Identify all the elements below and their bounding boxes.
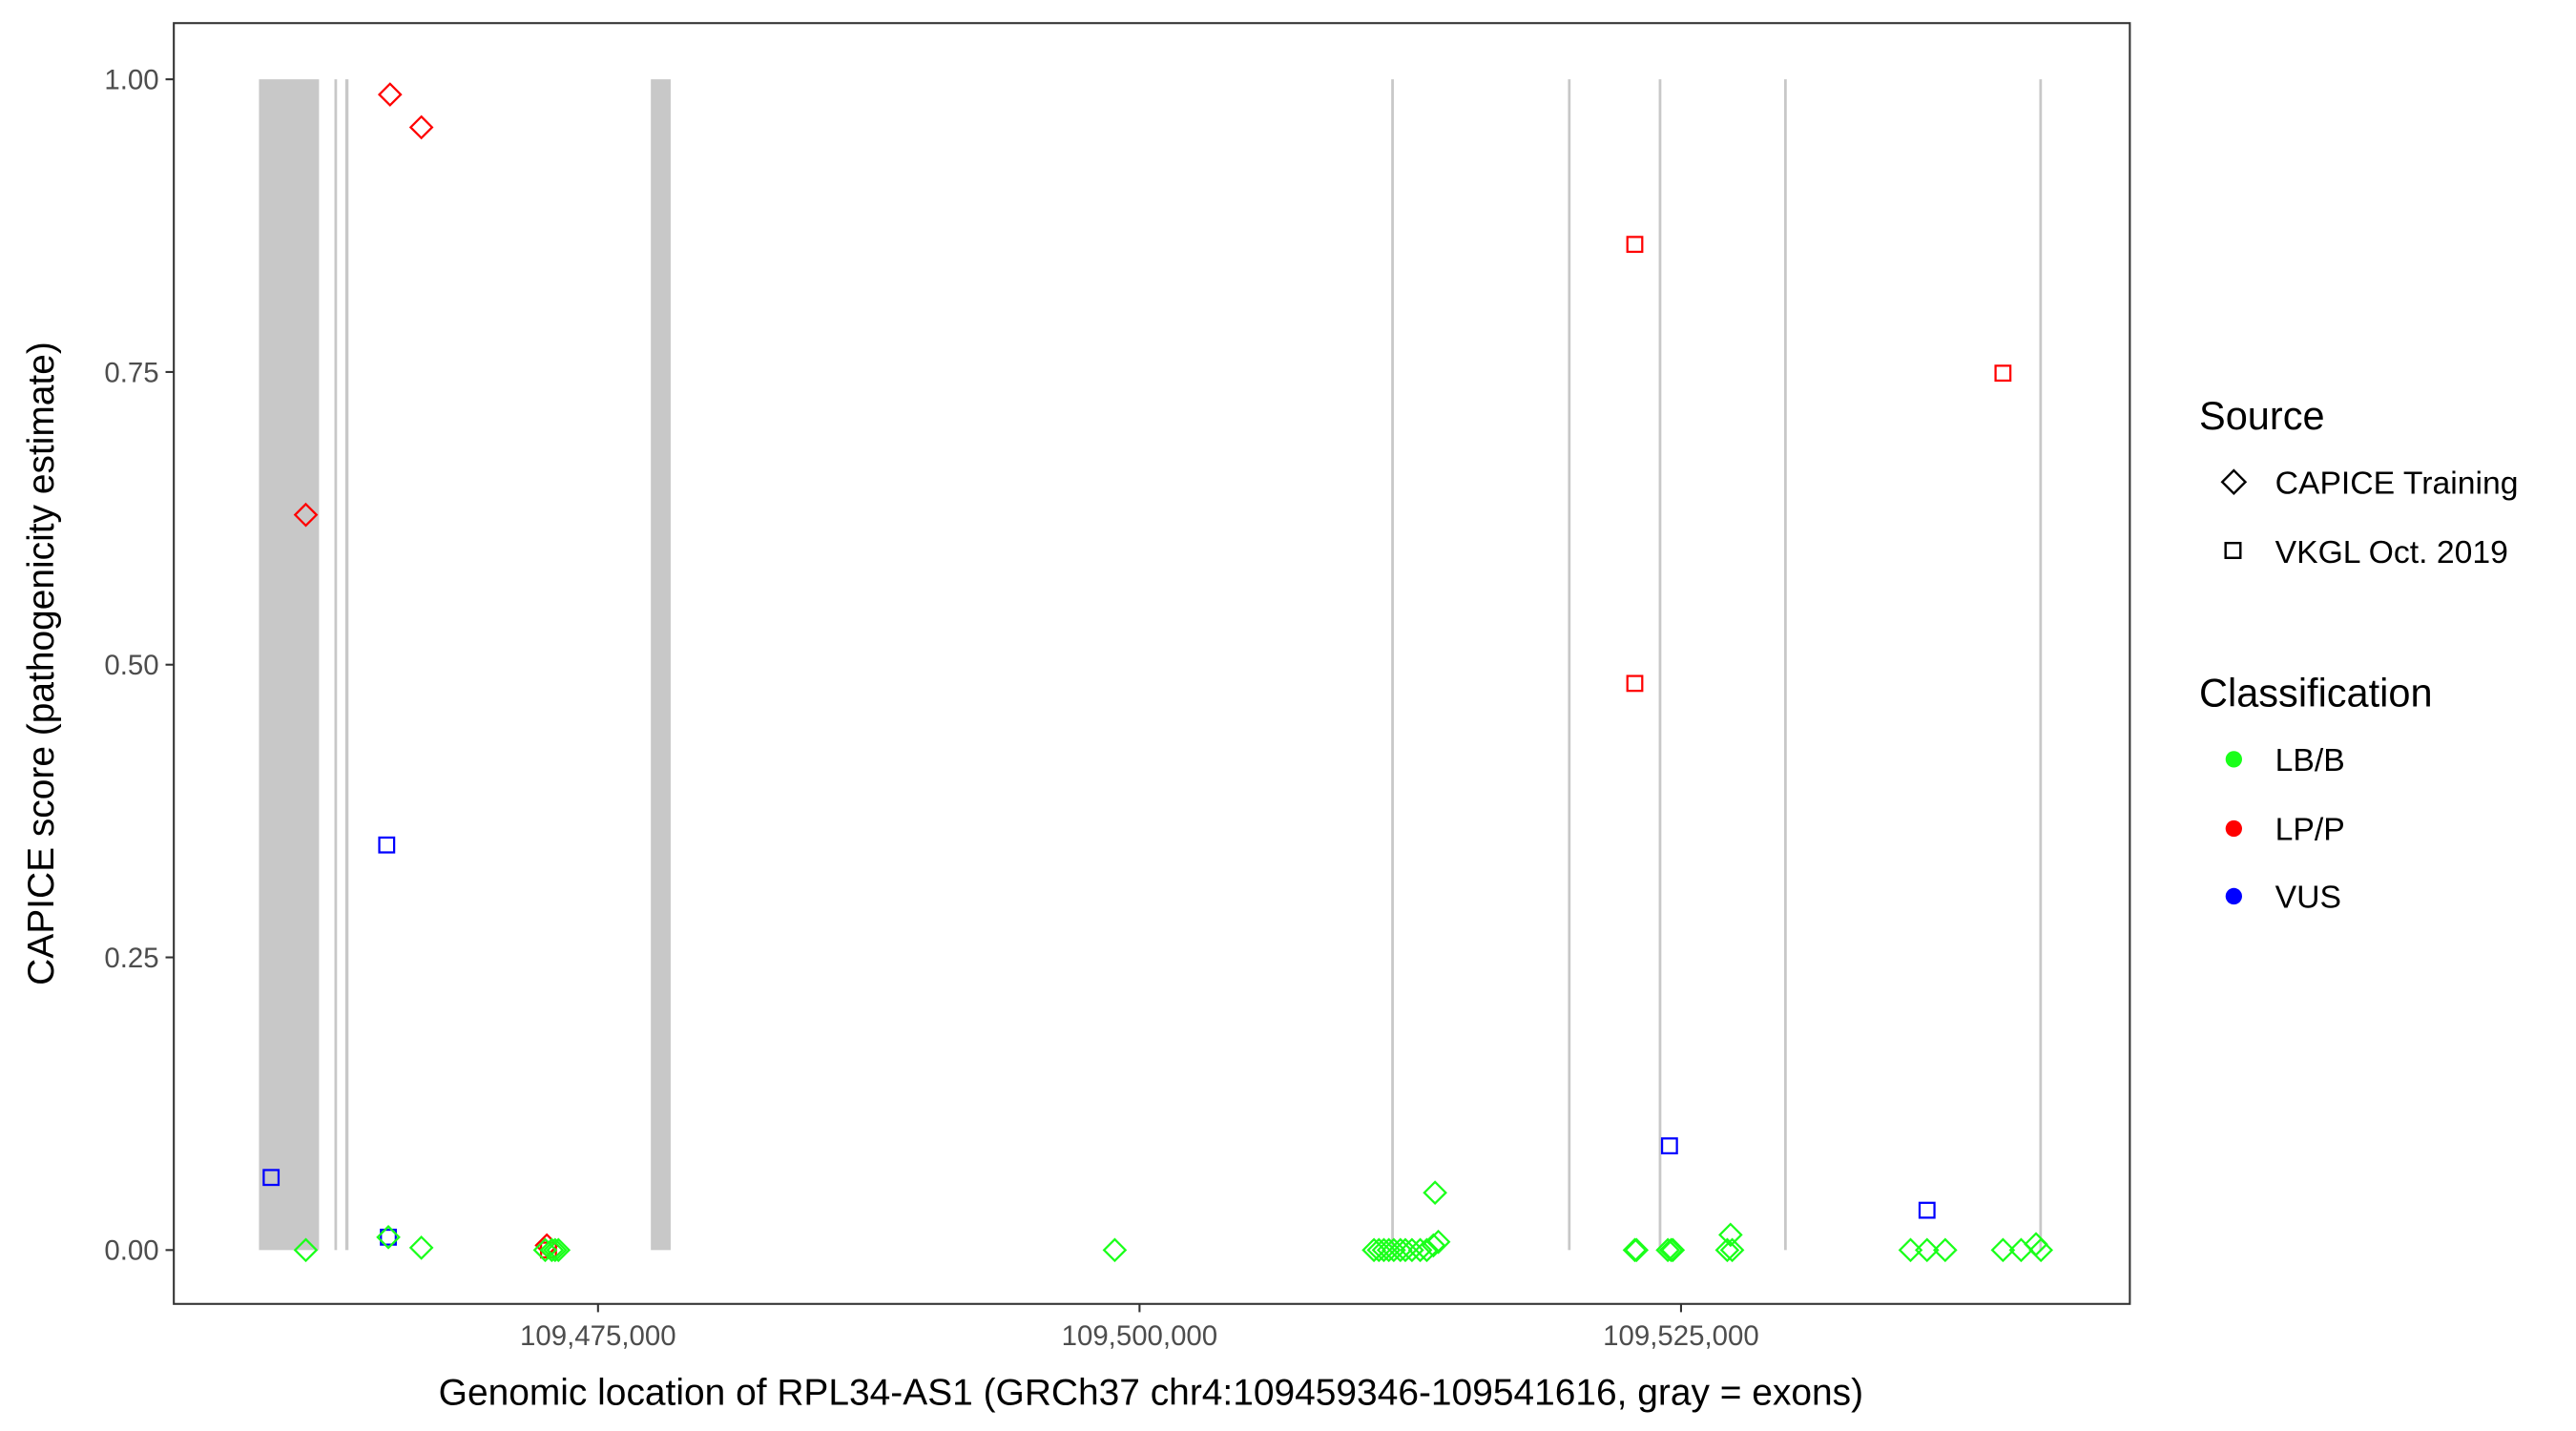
data-point-diamond bbox=[1655, 1237, 1680, 1263]
legend-dot-vus bbox=[2225, 887, 2242, 905]
data-point-diamond bbox=[546, 1237, 571, 1263]
data-point-square bbox=[380, 1228, 397, 1246]
exon-band bbox=[1784, 79, 1787, 1251]
data-point-square bbox=[1660, 1137, 1678, 1155]
data-point-square bbox=[378, 836, 396, 854]
legend-item-vus: VUS bbox=[2275, 880, 2341, 916]
data-point-diamond bbox=[293, 502, 319, 528]
data-point-diamond bbox=[1898, 1237, 1923, 1263]
data-point-diamond bbox=[1414, 1237, 1440, 1263]
data-point-diamond bbox=[376, 1224, 401, 1250]
data-point-diamond bbox=[1371, 1237, 1397, 1263]
x-tick-label: 109,500,000 bbox=[1062, 1320, 1218, 1352]
data-point-square bbox=[1918, 1201, 1936, 1219]
data-point-square bbox=[1994, 364, 2012, 383]
exon-bands bbox=[259, 79, 2043, 1251]
y-axis-ticks: 0.00 0.25 0.50 0.75 1.00 bbox=[104, 65, 175, 1267]
exon-band bbox=[1391, 79, 1394, 1251]
data-point-diamond bbox=[539, 1237, 565, 1263]
data-point-diamond bbox=[377, 82, 403, 107]
data-point-square bbox=[1626, 674, 1644, 693]
data-point-diamond bbox=[1376, 1237, 1402, 1263]
exon-band bbox=[334, 79, 338, 1251]
legend-classification-title: Classification bbox=[2199, 670, 2433, 715]
data-point-diamond bbox=[408, 1235, 434, 1260]
legend-diamond-icon bbox=[2220, 468, 2248, 496]
data-point-diamond bbox=[1423, 1180, 1447, 1206]
data-point-diamond bbox=[1718, 1222, 1743, 1248]
y-tick-label: 0.50 bbox=[104, 650, 158, 681]
x-tick-label: 109,475,000 bbox=[520, 1320, 676, 1352]
y-tick-label: 0.25 bbox=[104, 943, 158, 974]
data-point-diamond bbox=[1914, 1237, 1940, 1263]
y-tick-label: 1.00 bbox=[104, 65, 158, 96]
plot-panel-border bbox=[173, 22, 2131, 1305]
legend: Source CAPICE Training VKGL Oct. 2019 Cl… bbox=[2199, 393, 2518, 916]
legend-item-vkgl: VKGL Oct. 2019 bbox=[2275, 534, 2508, 570]
data-point-diamond bbox=[1381, 1237, 1406, 1263]
x-axis-ticks: 109,475,000 109,500,000 109,525,000 bbox=[520, 1303, 1759, 1352]
legend-item-lpp: LP/P bbox=[2275, 812, 2345, 848]
y-tick-label: 0.75 bbox=[104, 357, 158, 388]
legend-item-capice-training: CAPICE Training bbox=[2275, 465, 2519, 501]
data-point-diamond bbox=[1933, 1237, 1958, 1263]
data-point-square bbox=[1626, 236, 1644, 254]
legend-square-icon bbox=[2224, 541, 2242, 559]
data-point-diamond bbox=[1719, 1237, 1745, 1263]
data-point-diamond bbox=[1622, 1237, 1648, 1263]
exon-band bbox=[2039, 79, 2043, 1251]
y-axis-title: CAPICE score (pathogenicity estimate) bbox=[21, 342, 62, 985]
data-point-diamond bbox=[1387, 1237, 1413, 1263]
legend-dot-lpp bbox=[2225, 819, 2242, 838]
data-point-diamond bbox=[1660, 1237, 1686, 1263]
data-points bbox=[262, 82, 2054, 1263]
data-point-diamond bbox=[1658, 1237, 1684, 1263]
data-point-diamond bbox=[1714, 1237, 1740, 1263]
exon-band bbox=[651, 79, 671, 1251]
data-point-diamond bbox=[293, 1237, 319, 1263]
data-point-diamond bbox=[408, 114, 434, 140]
exon-band bbox=[1658, 79, 1662, 1251]
x-axis-title: Genomic location of RPL34-AS1 (GRCh37 ch… bbox=[439, 1372, 1863, 1413]
legend-source-title: Source bbox=[2199, 393, 2325, 438]
legend-item-lbb: LB/B bbox=[2275, 742, 2345, 778]
data-point-diamond bbox=[1990, 1237, 2016, 1263]
data-point-diamond bbox=[2028, 1237, 2054, 1263]
data-point-square bbox=[262, 1169, 280, 1187]
exon-band bbox=[1568, 79, 1571, 1251]
data-point-diamond bbox=[1425, 1229, 1451, 1255]
exon-band bbox=[259, 79, 320, 1251]
legend-dot-lbb bbox=[2225, 751, 2242, 768]
x-tick-label: 109,525,000 bbox=[1603, 1320, 1759, 1352]
data-point-diamond bbox=[1624, 1237, 1650, 1263]
data-point-diamond bbox=[1407, 1237, 1433, 1263]
data-point-diamond bbox=[542, 1237, 568, 1263]
y-tick-label: 0.00 bbox=[104, 1235, 158, 1267]
exon-band bbox=[344, 79, 349, 1251]
data-point-diamond bbox=[1102, 1237, 1128, 1263]
